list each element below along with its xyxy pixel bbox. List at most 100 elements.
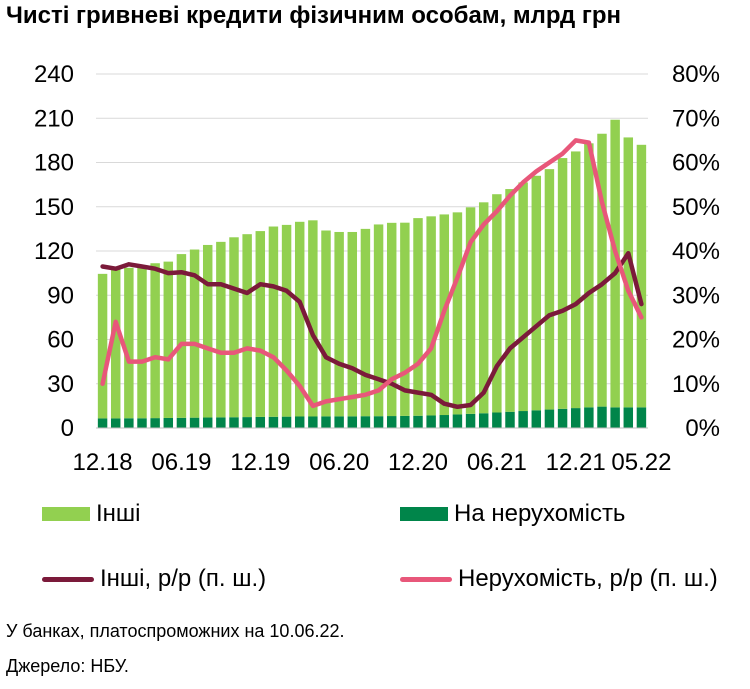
legend-label-real-estate: На нерухомість (454, 500, 626, 527)
x-tick-label: 06.19 (151, 449, 211, 476)
right-tick-label: 40% (672, 238, 720, 265)
legend-swatch-other-yoy (42, 576, 94, 582)
lines-layer (100, 138, 644, 410)
bar-real-estate (610, 407, 620, 428)
legend-label-other: Інші (96, 500, 141, 527)
right-tick-label: 60% (672, 150, 720, 177)
bar-other (610, 119, 620, 408)
x-tick-label: 06.20 (309, 449, 369, 476)
left-tick-label: 60 (47, 327, 74, 354)
bar-other (294, 221, 305, 417)
x-tick-label: 05.22 (611, 449, 671, 476)
legend-swatch-real-estate-yoy (400, 576, 452, 582)
bar-other (584, 143, 594, 408)
bar-real-estate (465, 413, 476, 428)
chart-title: Чисті гривневі кредити фізичним особам, … (6, 2, 622, 29)
bar-other (386, 222, 397, 417)
bar-other (360, 228, 371, 417)
bar-real-estate (570, 408, 581, 428)
bar-real-estate (636, 407, 647, 428)
bar-real-estate (294, 416, 305, 428)
left-tick-label: 180 (34, 150, 74, 177)
right-tick-label: 80% (672, 61, 720, 88)
bar-real-estate (242, 417, 252, 428)
bar-other (347, 231, 358, 417)
x-tick-label: 12.20 (388, 449, 448, 476)
bar-real-estate (281, 416, 292, 428)
right-tick-label: 20% (672, 327, 720, 354)
bar-real-estate (189, 417, 200, 428)
left-tick-label: 30 (47, 371, 74, 398)
bar-real-estate (597, 406, 607, 428)
bar-other (636, 144, 647, 408)
bar-real-estate (452, 414, 463, 428)
bar-other (137, 266, 147, 419)
bar-real-estate (163, 417, 174, 428)
note-banks: У банках, платоспроможних на 10.06.22. (6, 621, 345, 641)
bar-other (452, 212, 463, 415)
bar-other (557, 158, 568, 409)
bar-other (176, 254, 187, 418)
bar-real-estate (557, 408, 568, 428)
right-tick-label: 30% (672, 282, 720, 309)
bar-other (150, 263, 160, 419)
legend-item-real-estate: На нерухомість (400, 500, 625, 528)
bar-real-estate (308, 416, 318, 428)
bar-real-estate (413, 415, 423, 428)
legend-label-real-estate-yoy: Нерухомість, р/р (п. ш.) (458, 565, 718, 592)
x-tick-label: 06.21 (467, 449, 527, 476)
bar-other (268, 226, 279, 417)
bar-other (229, 237, 239, 418)
bar-other (492, 194, 502, 413)
right-tick-label: 10% (672, 371, 720, 398)
bar-real-estate (505, 411, 515, 428)
bar-real-estate (229, 417, 239, 428)
left-tick-label: 210 (34, 105, 74, 132)
legend-swatch-real-estate (400, 507, 448, 521)
bar-other (334, 231, 344, 417)
legend-item-other: Інші (42, 500, 141, 528)
bar-other (373, 224, 384, 417)
bar-other (124, 267, 134, 419)
bar-real-estate (216, 417, 226, 428)
bar-real-estate (137, 418, 147, 428)
bar-real-estate (334, 416, 344, 428)
bar-real-estate (623, 407, 634, 428)
bar-real-estate (97, 418, 108, 428)
bar-other (505, 189, 515, 412)
left-tick-label: 90 (47, 282, 74, 309)
bar-real-estate (386, 416, 397, 428)
bar-other (400, 222, 410, 416)
bar-real-estate (321, 416, 331, 428)
bar-real-estate (373, 416, 384, 428)
bar-other (531, 175, 542, 411)
left-tick-label: 240 (34, 61, 74, 88)
bar-other (163, 261, 174, 418)
bar-other (202, 244, 213, 418)
legend-swatch-other (42, 507, 90, 521)
bar-other (426, 216, 436, 416)
bar-real-estate (150, 418, 160, 428)
right-tick-label: 50% (672, 194, 720, 221)
bar-other (465, 207, 476, 414)
axes-layer: 0 30 60 90 120 150 180 210 240 0% 10% 20% 30% 40% 50% 6… (34, 61, 720, 476)
bar-real-estate (478, 413, 489, 428)
bar-real-estate (492, 412, 502, 428)
bar-real-estate (544, 409, 555, 428)
bar-real-estate (426, 415, 436, 428)
bar-other (518, 182, 528, 412)
bar-real-estate (518, 411, 528, 428)
right-tick-label: 70% (672, 105, 720, 132)
bar-real-estate (531, 410, 542, 428)
bar-other (413, 218, 423, 416)
legend-label-other-yoy: Інші, р/р (п. ш.) (100, 565, 267, 592)
bar-real-estate (439, 415, 450, 428)
left-tick-label: 0 (61, 415, 74, 442)
bar-other (597, 133, 607, 407)
left-tick-label: 150 (34, 194, 74, 221)
bar-real-estate (202, 417, 213, 428)
bar-real-estate (584, 407, 594, 428)
bar-other (623, 137, 634, 408)
legend-item-other-yoy: Інші, р/р (п. ш.) (42, 565, 266, 593)
